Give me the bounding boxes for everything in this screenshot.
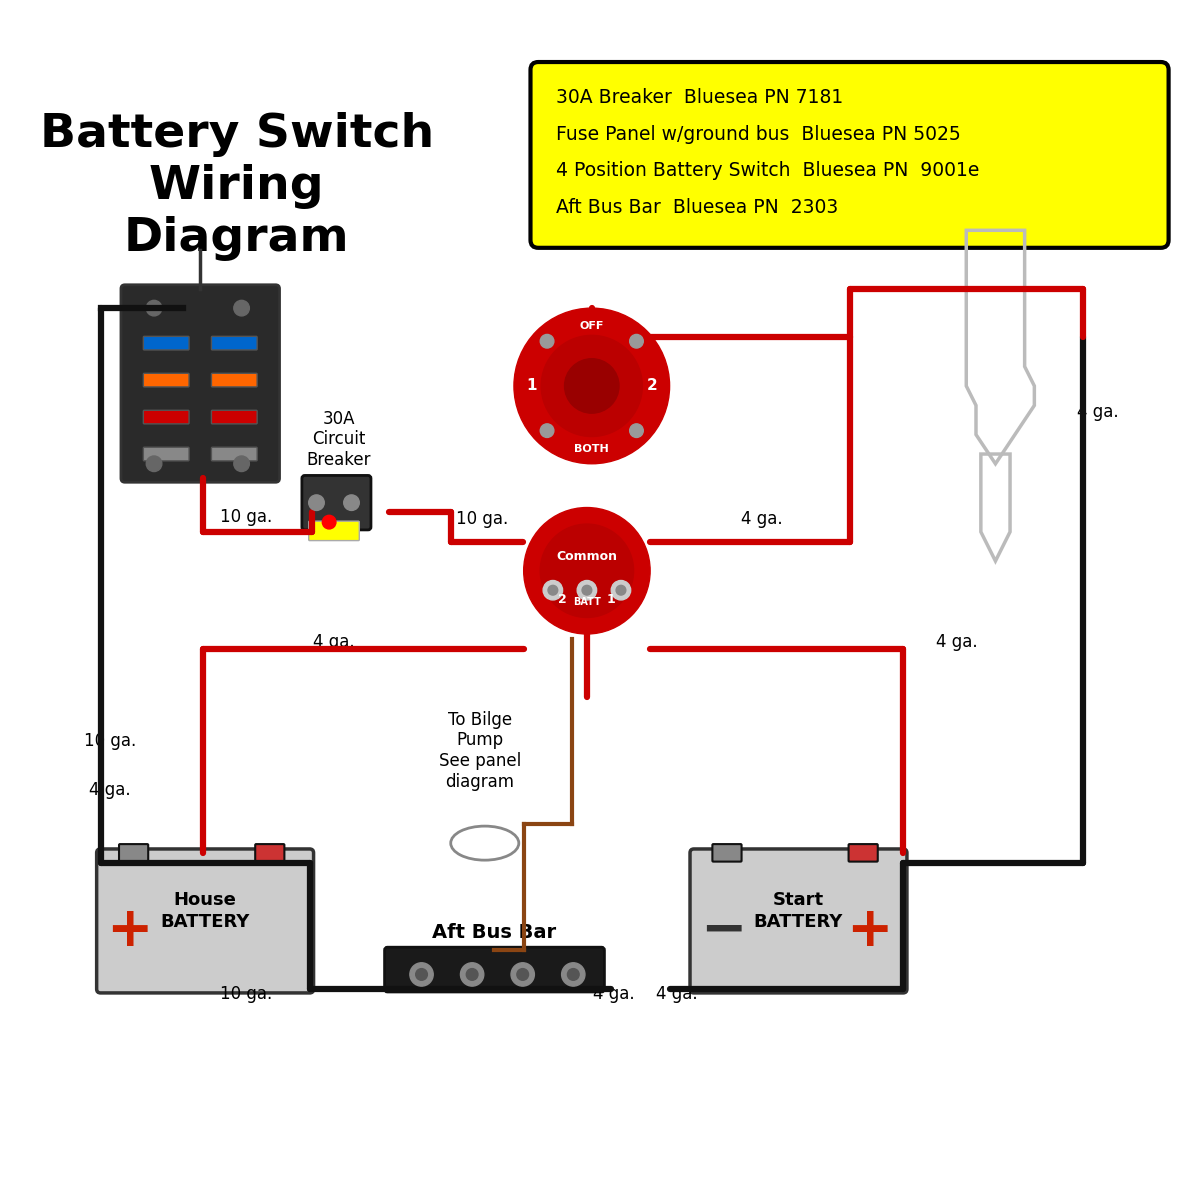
Text: 4 ga.: 4 ga.	[313, 633, 355, 651]
Text: Common: Common	[557, 550, 618, 562]
FancyBboxPatch shape	[713, 844, 741, 861]
Text: 4 ga.: 4 ga.	[89, 781, 131, 799]
Circle shape	[616, 585, 626, 596]
FancyBboxPatch shape	[143, 447, 189, 460]
Circle shape	[577, 580, 596, 600]
Circle shape	[146, 300, 162, 316]
Circle shape	[514, 309, 670, 464]
FancyBboxPatch shape	[384, 947, 605, 991]
Circle shape	[516, 969, 528, 981]
Text: BATT: BATT	[572, 597, 601, 606]
Text: 10 ga.: 10 ga.	[84, 732, 137, 750]
FancyBboxPatch shape	[212, 447, 257, 460]
Circle shape	[612, 580, 631, 600]
Circle shape	[562, 963, 585, 987]
Circle shape	[549, 585, 558, 596]
FancyBboxPatch shape	[121, 285, 280, 482]
FancyBboxPatch shape	[143, 373, 189, 388]
Text: +: +	[846, 904, 892, 958]
Circle shape	[540, 335, 553, 348]
Circle shape	[461, 963, 484, 987]
Text: +: +	[106, 904, 154, 958]
FancyBboxPatch shape	[848, 844, 878, 861]
FancyBboxPatch shape	[308, 521, 359, 541]
Circle shape	[322, 515, 336, 529]
Text: 1: 1	[526, 378, 537, 393]
Text: 10 ga.: 10 ga.	[456, 511, 508, 529]
FancyBboxPatch shape	[212, 373, 257, 388]
Circle shape	[233, 300, 250, 316]
Text: 4 ga.: 4 ga.	[656, 984, 697, 1003]
Circle shape	[415, 969, 427, 981]
Circle shape	[564, 359, 619, 413]
Text: 30A Breaker  Bluesea PN 7181: 30A Breaker Bluesea PN 7181	[556, 87, 843, 106]
Text: 10 ga.: 10 ga.	[220, 984, 273, 1003]
Text: Aft Bus Bar: Aft Bus Bar	[432, 923, 557, 942]
Circle shape	[233, 456, 250, 471]
Circle shape	[540, 423, 553, 438]
Text: Aft Bus Bar  Bluesea PN  2303: Aft Bus Bar Bluesea PN 2303	[556, 199, 838, 218]
FancyBboxPatch shape	[302, 476, 371, 530]
FancyBboxPatch shape	[531, 62, 1169, 248]
Text: 2: 2	[558, 593, 566, 606]
FancyBboxPatch shape	[212, 410, 257, 423]
Text: BOTH: BOTH	[575, 444, 609, 454]
Text: 4 Position Battery Switch  Bluesea PN  9001e: 4 Position Battery Switch Bluesea PN 900…	[556, 161, 979, 181]
Text: 4 ga.: 4 ga.	[1077, 403, 1119, 421]
Circle shape	[568, 969, 580, 981]
Circle shape	[541, 335, 643, 437]
Circle shape	[308, 495, 324, 511]
FancyBboxPatch shape	[143, 336, 189, 350]
Text: 4 ga.: 4 ga.	[741, 511, 783, 529]
Text: Fuse Panel w/ground bus  Bluesea PN 5025: Fuse Panel w/ground bus Bluesea PN 5025	[556, 124, 960, 144]
Circle shape	[524, 507, 650, 634]
FancyBboxPatch shape	[212, 336, 257, 350]
FancyBboxPatch shape	[119, 844, 149, 861]
Circle shape	[511, 963, 534, 987]
Text: 4 ga.: 4 ga.	[935, 633, 977, 651]
Circle shape	[630, 423, 644, 438]
Text: 30A
Circuit
Breaker: 30A Circuit Breaker	[307, 410, 371, 469]
Circle shape	[630, 335, 644, 348]
Text: −: −	[700, 904, 746, 958]
Text: OFF: OFF	[580, 321, 605, 330]
FancyBboxPatch shape	[143, 410, 189, 423]
Circle shape	[582, 585, 591, 596]
Text: House
BATTERY: House BATTERY	[159, 891, 250, 932]
Text: Start
BATTERY: Start BATTERY	[753, 891, 843, 932]
Text: 4 ga.: 4 ga.	[594, 984, 635, 1003]
Circle shape	[146, 456, 162, 471]
Text: 1: 1	[607, 593, 615, 606]
Circle shape	[540, 524, 633, 617]
FancyBboxPatch shape	[96, 849, 314, 993]
Text: 10 ga.: 10 ga.	[220, 508, 273, 526]
Circle shape	[409, 963, 433, 987]
Text: 2: 2	[646, 378, 657, 393]
Circle shape	[466, 969, 478, 981]
Circle shape	[344, 495, 359, 511]
FancyBboxPatch shape	[690, 849, 907, 993]
Text: To Bilge
Pump
See panel
diagram: To Bilge Pump See panel diagram	[439, 710, 521, 791]
Text: Battery Switch
Wiring
Diagram: Battery Switch Wiring Diagram	[39, 112, 434, 261]
Circle shape	[543, 580, 563, 600]
FancyBboxPatch shape	[255, 844, 284, 861]
